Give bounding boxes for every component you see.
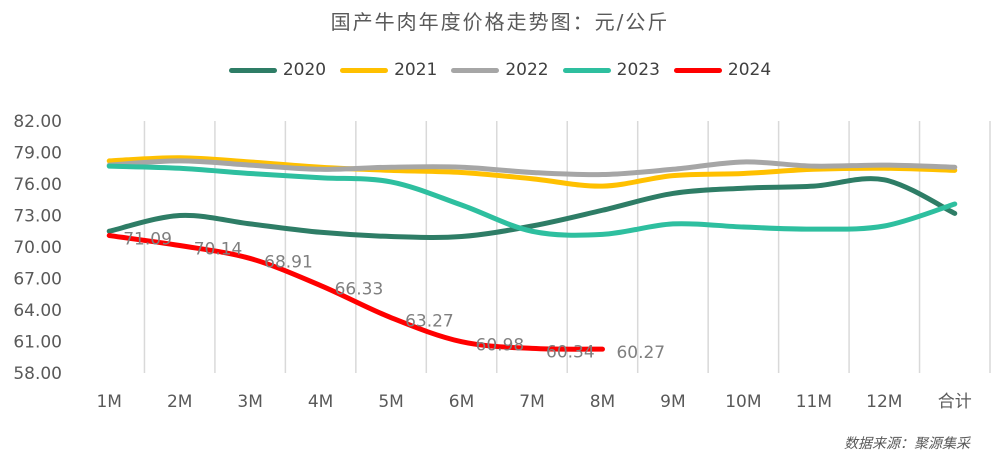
data-label: 60.27 [616,343,665,363]
x-tick-label: 8M [590,392,615,412]
y-tick-label: 73.00 [13,207,62,227]
legend-item-2021: 2021 [340,60,437,80]
y-tick-label: 61.00 [13,333,62,353]
data-label: 63.27 [405,312,454,332]
y-tick-label: 67.00 [13,270,62,290]
y-tick-label: 82.00 [13,112,62,132]
y-tick-label: 76.00 [13,175,62,195]
source-note: 数据来源：聚源集采 [844,436,970,452]
legend-item-2023: 2023 [562,60,660,80]
x-tick-label: 10M [725,392,761,412]
legend-swatch [340,67,389,73]
y-tick-label: 58.00 [13,364,62,384]
data-label: 71.09 [123,230,172,250]
x-tick-label: 6M [449,392,474,412]
series-line-2020 [106,176,958,240]
x-tick-label: 合计 [938,392,972,412]
data-label: 60.34 [546,342,595,362]
legend-item-2024: 2024 [673,60,772,80]
chart-title: 国产牛肉年度价格走势图：元/公斤 [330,10,670,34]
legend-swatch [228,67,277,73]
x-tick-label: 5M [378,392,403,412]
x-tick-label: 2M [167,392,192,412]
x-tick-label: 1M [96,392,121,412]
x-tick-label: 7M [519,392,544,412]
x-tick-label: 12M [866,392,902,412]
series-line-2023 [106,163,958,238]
x-tick-label: 4M [308,392,333,412]
data-label: 60.98 [476,336,525,356]
y-tick-label: 79.00 [13,144,62,164]
legend-swatch [451,67,500,73]
x-tick-label: 9M [660,392,685,412]
y-tick-label: 70.00 [13,238,62,258]
legend-label: 2023 [616,60,660,80]
x-tick-label: 3M [237,392,262,412]
data-label: 70.14 [194,240,243,260]
legend-item-2022: 2022 [451,60,549,80]
series-line-2024 [106,233,605,352]
series-line-2022 [106,158,958,178]
x-tick-label: 11M [796,392,832,412]
legend-label: 2022 [505,60,549,80]
y-tick-label: 64.00 [13,301,62,321]
legend-item-2020: 2020 [228,60,327,80]
legend-label: 2021 [394,60,438,80]
series-line-2021 [106,155,958,189]
data-label: 66.33 [335,280,384,300]
legend-swatch [673,67,722,73]
legend: 2020 2021 2022 2023 2024 [0,60,1000,80]
legend-label: 2024 [727,60,772,80]
data-label: 68.91 [264,252,313,272]
legend-swatch [562,67,611,73]
legend-label: 2020 [282,60,327,80]
